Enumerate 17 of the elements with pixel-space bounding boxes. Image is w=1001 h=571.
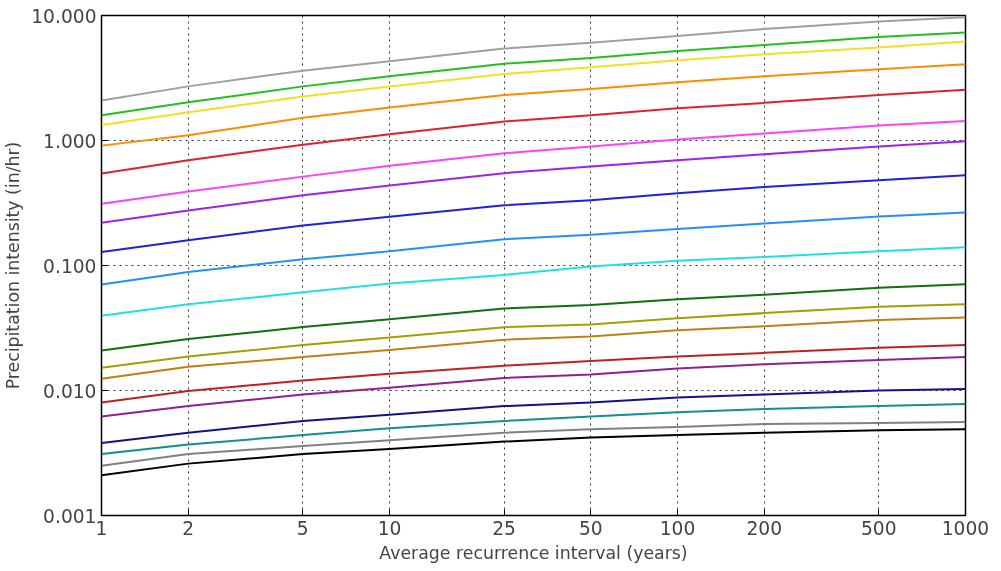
y-tick-label: 0.010 xyxy=(43,380,97,402)
y-axis-title: Precipitation intensity (in/hr) xyxy=(3,141,24,390)
x-axis-title: Average recurrence interval (years) xyxy=(379,542,688,563)
x-tick-label: 50 xyxy=(578,517,603,539)
y-tick-label: 1.000 xyxy=(43,130,97,152)
y-tick-label: 10.000 xyxy=(31,5,97,27)
x-tick-label: 1 xyxy=(95,517,108,539)
y-tick-label: 0.100 xyxy=(43,255,97,277)
x-tick-label: 25 xyxy=(492,517,516,539)
x-tick-label: 500 xyxy=(861,517,897,539)
x-tick-label: 200 xyxy=(746,517,782,539)
x-tick-label: 10 xyxy=(377,517,402,539)
x-tick-label: 100 xyxy=(659,517,696,539)
y-tick-label: 0.001 xyxy=(43,505,97,527)
x-tick-label: 5 xyxy=(296,517,309,539)
x-tick-label: 1000 xyxy=(941,517,990,539)
x-tick-label: 2 xyxy=(182,517,195,539)
